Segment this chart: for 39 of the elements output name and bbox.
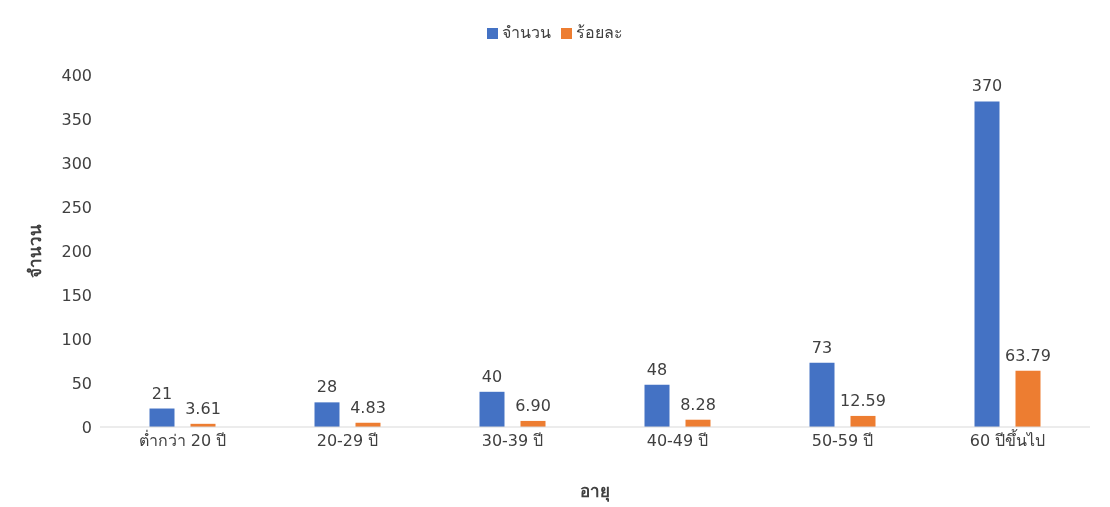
- x-tick-label: 60 ปีขึ้นไป: [969, 429, 1046, 451]
- data-label: 63.79: [1005, 345, 1051, 365]
- bar: [314, 402, 340, 427]
- y-tick-label: 250: [61, 197, 92, 217]
- bar: [974, 101, 1000, 427]
- bar: [809, 362, 835, 427]
- x-tick-label: 50-59 ปี: [811, 431, 874, 451]
- y-tick-label: 400: [61, 65, 92, 85]
- y-axis-title: จำนวน: [25, 224, 46, 278]
- data-label: 370: [971, 76, 1003, 96]
- x-tick-label: 30-39 ปี: [481, 431, 544, 451]
- data-label: 21: [151, 383, 173, 403]
- y-tick-label: 200: [61, 241, 92, 261]
- bar: [479, 391, 505, 427]
- data-label: 12.59: [840, 390, 886, 410]
- data-label: 48: [646, 359, 668, 379]
- bar: [850, 415, 876, 427]
- x-tick-label: 40-49 ปี: [646, 431, 709, 451]
- y-tick-label: 100: [61, 329, 92, 349]
- y-tick-label: 150: [61, 285, 92, 305]
- bar: [1015, 370, 1041, 427]
- x-tick-label: ต่ำกว่า 20 ปี: [138, 429, 227, 451]
- data-label: 3.61: [185, 398, 221, 418]
- y-tick-label: 350: [61, 109, 92, 129]
- data-label: 40: [481, 366, 503, 386]
- x-axis-title: อายุ: [580, 481, 610, 502]
- y-tick-label: 0: [81, 417, 92, 437]
- data-label: 6.90: [515, 395, 551, 415]
- data-label: 8.28: [680, 394, 716, 414]
- y-tick-label: 50: [71, 373, 92, 393]
- bar: [644, 384, 670, 427]
- y-tick-label: 300: [61, 153, 92, 173]
- x-tick-label: 20-29 ปี: [316, 431, 379, 451]
- data-label: 4.83: [350, 397, 386, 417]
- legend-label: จำนวน: [502, 23, 551, 42]
- bar: [149, 408, 175, 427]
- legend-label: ร้อยละ: [576, 23, 623, 42]
- data-label: 28: [316, 377, 338, 397]
- data-label: 73: [811, 337, 833, 357]
